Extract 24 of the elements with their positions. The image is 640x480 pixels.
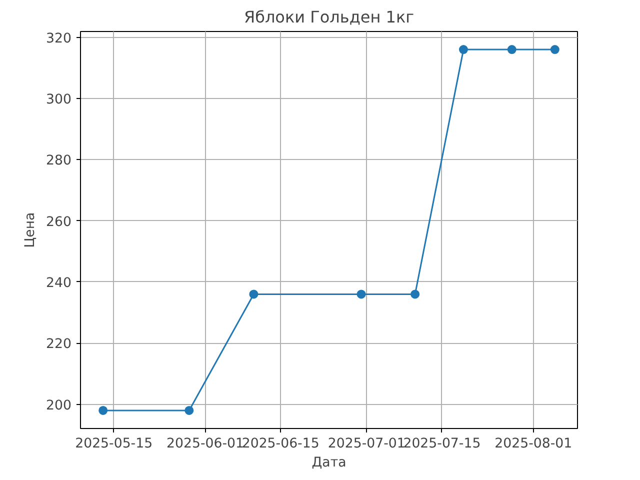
y-tick-label: 200 xyxy=(46,398,72,414)
x-tick-label: 2025-07-01 xyxy=(328,436,406,452)
x-tick-label: 2025-07-15 xyxy=(403,436,481,452)
y-tick-label: 240 xyxy=(46,276,72,291)
point xyxy=(507,45,516,54)
x-tick-label: 2025-08-01 xyxy=(494,436,572,452)
point xyxy=(458,45,468,54)
x-tick-label: 2025-06-01 xyxy=(166,436,244,452)
point xyxy=(410,290,420,299)
point xyxy=(98,406,108,415)
x-tick-label: 2025-05-15 xyxy=(75,436,153,452)
point xyxy=(550,45,560,54)
y-tick-label: 260 xyxy=(46,214,72,230)
y-tick-label: 220 xyxy=(46,337,72,352)
x-axis-title: Дата xyxy=(312,456,346,470)
y-tick-label: 320 xyxy=(46,31,72,46)
x-tick-label: 2025-06-15 xyxy=(242,436,320,452)
point xyxy=(249,290,258,299)
y-tick-label: 280 xyxy=(46,154,72,169)
y-axis-title: Цена xyxy=(23,212,38,248)
y-tick-label: 300 xyxy=(46,92,72,108)
chart-title: Яблоки Гольден 1кг xyxy=(244,8,414,26)
point xyxy=(184,406,194,415)
point xyxy=(356,290,366,299)
